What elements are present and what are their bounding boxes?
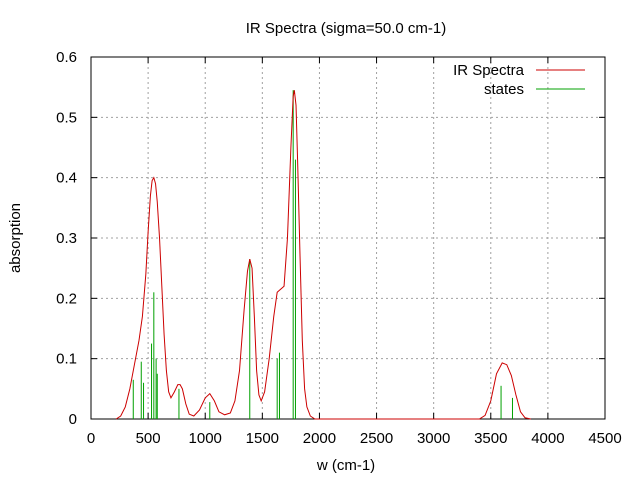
- y-tick-label: 0: [69, 411, 77, 428]
- x-axis-label: w (cm-1): [316, 457, 375, 474]
- x-tick-label: 1500: [246, 430, 279, 447]
- y-axis-label: absorption: [7, 203, 24, 273]
- x-tick-label: 4000: [531, 430, 564, 447]
- legend-label-states: states: [484, 81, 524, 98]
- axis-ticks: [90, 56, 606, 420]
- y-tick-label: 0.2: [56, 290, 77, 307]
- tick-labels: 0 500 1000 1500 2000 2500 3000 3500 4000 4500 0 0.1…: [56, 49, 622, 447]
- legend-label-ir-spectra: IR Spectra: [453, 62, 525, 79]
- x-tick-label: 0: [87, 430, 95, 447]
- x-tick-label: 1000: [189, 430, 222, 447]
- grid-lines: [91, 57, 605, 419]
- y-tick-label: 0.3: [56, 230, 77, 247]
- y-tick-label: 0.4: [56, 170, 77, 187]
- legend: IR Spectra states: [453, 62, 585, 98]
- series-line-ir-spectra: [115, 90, 531, 420]
- x-tick-label: 3000: [417, 430, 450, 447]
- x-tick-label: 3500: [474, 430, 507, 447]
- chart-title: IR Spectra (sigma=50.0 cm-1): [246, 20, 447, 37]
- x-tick-label: 2000: [303, 430, 336, 447]
- y-tick-label: 0.1: [56, 351, 77, 368]
- y-tick-label: 0.6: [56, 49, 77, 66]
- x-tick-label: 500: [136, 430, 161, 447]
- x-tick-label: 2500: [360, 430, 393, 447]
- x-tick-label: 4500: [588, 430, 621, 447]
- series-layer: [115, 90, 531, 420]
- y-tick-label: 0.5: [56, 109, 77, 126]
